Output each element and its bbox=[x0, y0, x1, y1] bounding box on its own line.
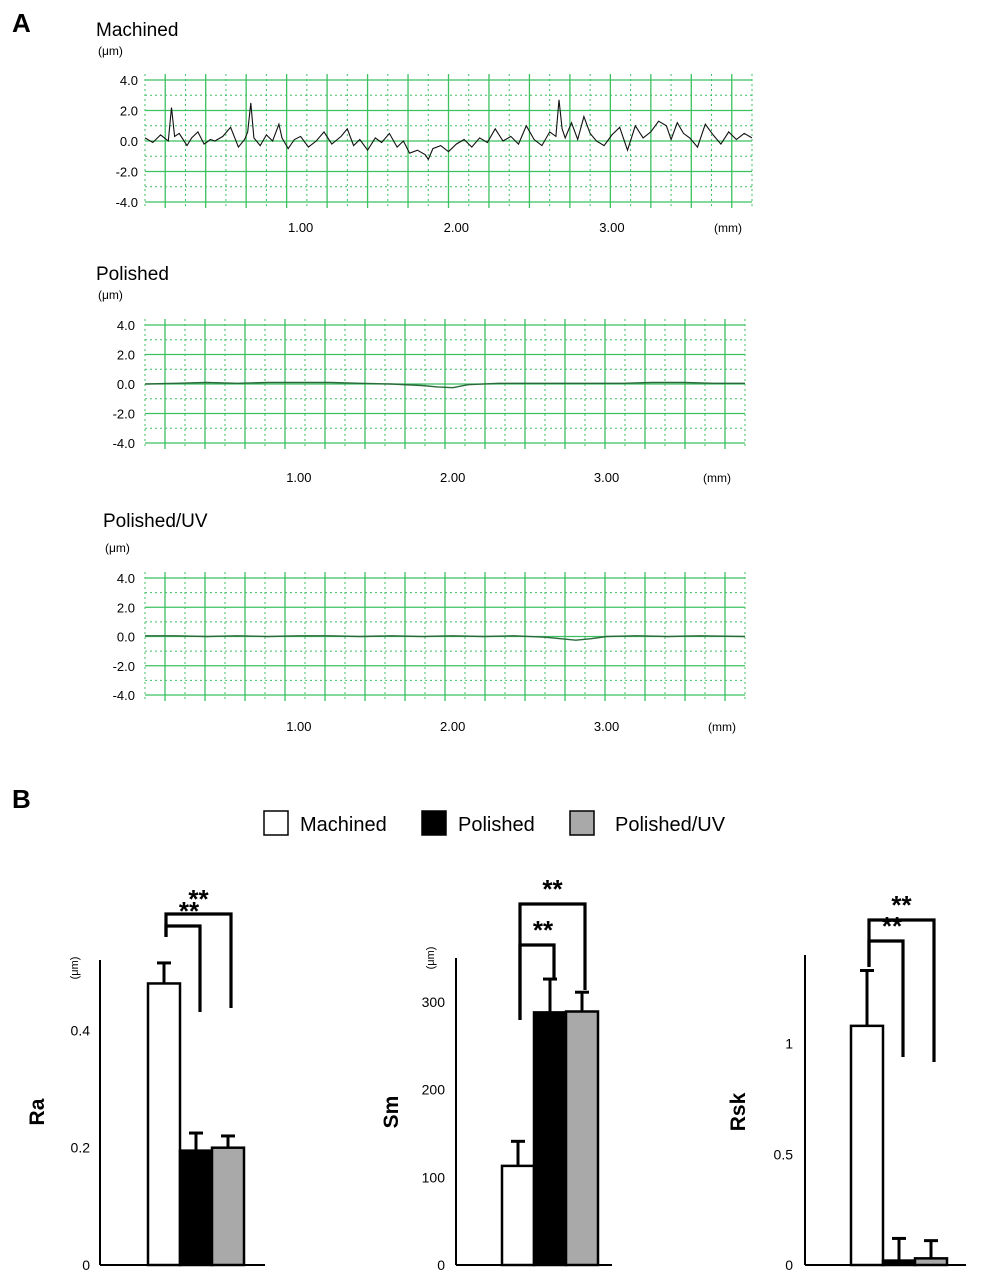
significance-bracket-outer bbox=[867, 918, 936, 1062]
bar-chart-ra: Ra (μm) 0 0.2 0.4 **** bbox=[26, 884, 265, 1271]
significance-stars-outer: ** bbox=[188, 884, 209, 914]
y-tick-label: 0 bbox=[82, 1257, 90, 1271]
y-tick-label: 4.0 bbox=[117, 571, 135, 586]
y-tick-label: -2.0 bbox=[113, 659, 135, 674]
y-tick-label: 100 bbox=[422, 1169, 446, 1185]
charts-root: Machined(μm)4.02.00.0-2.0-4.01.00 2.00 3.0… bbox=[26, 20, 966, 1271]
bar-polished-uv bbox=[210, 1146, 246, 1267]
legend-label-polished: Polished bbox=[458, 814, 535, 836]
bar-chart-rsk: Rsk 0 0.5 1 **** bbox=[727, 890, 966, 1271]
significance-stars-outer: ** bbox=[891, 890, 912, 920]
y-tick-label: 0.4 bbox=[71, 1022, 91, 1038]
y-tick-label: -2.0 bbox=[113, 407, 135, 422]
bar-polished bbox=[532, 1011, 568, 1267]
y-tick-label: 2.0 bbox=[117, 600, 135, 615]
legend-swatch-polished-uv bbox=[569, 810, 595, 836]
y-tick-label: 4.0 bbox=[120, 73, 138, 88]
bar-polished bbox=[178, 1149, 214, 1267]
x-tick-label: 2.00 bbox=[440, 470, 465, 485]
y-tick-label: 4.0 bbox=[117, 318, 135, 333]
profile-trace bbox=[144, 99, 753, 161]
x-tick-label: 3.00 bbox=[594, 470, 619, 485]
y-axis-unit: (μm) bbox=[69, 957, 81, 980]
x-unit-label: (mm) bbox=[708, 720, 736, 734]
y-tick-label: 300 bbox=[422, 994, 446, 1010]
y-tick-label: -4.0 bbox=[116, 195, 138, 210]
y-tick-label: 0.0 bbox=[120, 134, 138, 149]
significance-stars-inner: ** bbox=[882, 911, 903, 941]
x-tick-label: 1.00 bbox=[288, 220, 313, 235]
profile-title: Polished/UV bbox=[103, 511, 208, 532]
profile-title: Polished bbox=[96, 264, 169, 285]
y-tick-label: 0.0 bbox=[117, 377, 135, 392]
x-tick-label: 2.00 bbox=[440, 719, 465, 734]
profile-title: Machined bbox=[96, 20, 178, 41]
profile-y-unit: (μm) bbox=[105, 541, 130, 555]
y-tick-label: 0.2 bbox=[71, 1140, 91, 1156]
bar-machined bbox=[849, 1024, 885, 1267]
x-unit-label: (mm) bbox=[714, 221, 742, 235]
y-tick-label: 0 bbox=[785, 1257, 793, 1271]
profile-chart-0: Machined (μm) 4.0 2.0 0.0 -2.0 -4.0 1.00 2.00 3.0… bbox=[96, 20, 753, 235]
bar-polished bbox=[881, 1259, 917, 1267]
x-tick-label: 1.00 bbox=[286, 470, 311, 485]
bar-machined bbox=[146, 982, 182, 1267]
y-axis-label: Sm bbox=[380, 1096, 403, 1129]
y-tick-label: 200 bbox=[422, 1082, 446, 1098]
significance-stars-inner: ** bbox=[179, 896, 200, 926]
significance-stars-inner: ** bbox=[533, 915, 554, 945]
significance-stars-outer: ** bbox=[542, 874, 563, 904]
y-tick-label: 0.0 bbox=[117, 630, 135, 645]
bar-machined bbox=[500, 1164, 536, 1267]
panel-label-b: B bbox=[12, 784, 31, 814]
legend-label-machined: Machined bbox=[300, 814, 387, 836]
x-unit-label: (mm) bbox=[703, 471, 731, 485]
y-axis-label: Rsk bbox=[727, 1092, 750, 1131]
bar-polished-uv bbox=[564, 1010, 600, 1267]
legend-swatch-machined bbox=[263, 810, 289, 836]
significance-bracket-outer bbox=[164, 912, 233, 1008]
y-axis-label: Ra bbox=[26, 1098, 49, 1125]
y-tick-label: 1 bbox=[785, 1036, 793, 1052]
x-tick-label: 2.00 bbox=[444, 220, 469, 235]
bar-polished-uv bbox=[913, 1257, 949, 1267]
legend-swatch-polished bbox=[421, 810, 447, 836]
x-tick-label: 1.00 bbox=[286, 719, 311, 734]
bar-chart-sm: Sm (μm) 0 100 200 300 ** ** bbox=[380, 874, 612, 1271]
panel-label-a: A bbox=[12, 8, 31, 38]
profile-trace bbox=[144, 381, 745, 389]
legend: Machined Polished Polished/UV bbox=[263, 810, 726, 836]
profile-y-unit: (μm) bbox=[98, 288, 123, 302]
legend-label-polished-uv: Polished/UV bbox=[615, 814, 726, 836]
y-tick-label: -2.0 bbox=[116, 165, 138, 180]
x-tick-label: 3.00 bbox=[599, 220, 624, 235]
x-tick-label: 3.00 bbox=[594, 719, 619, 734]
y-tick-label: -4.0 bbox=[113, 436, 135, 451]
profile-trace bbox=[145, 635, 746, 641]
profile-chart-2: Polished/UV (μm) 4.0 2.0 0.0 -2.0 -4.0 1.00 2.00… bbox=[103, 511, 746, 734]
y-tick-label: 0 bbox=[437, 1257, 445, 1271]
y-tick-label: 0.5 bbox=[774, 1146, 794, 1162]
y-axis-unit: (μm) bbox=[425, 947, 437, 970]
profile-y-unit: (μm) bbox=[98, 44, 123, 58]
y-tick-label: -4.0 bbox=[113, 688, 135, 703]
profile-chart-1: Polished (μm) 4.0 2.0 0.0 -2.0 -4.0 1.00 2.00 3.0… bbox=[96, 264, 746, 485]
y-tick-label: 2.0 bbox=[117, 348, 135, 363]
significance-bracket-outer bbox=[518, 902, 587, 1020]
y-tick-label: 2.0 bbox=[120, 104, 138, 119]
